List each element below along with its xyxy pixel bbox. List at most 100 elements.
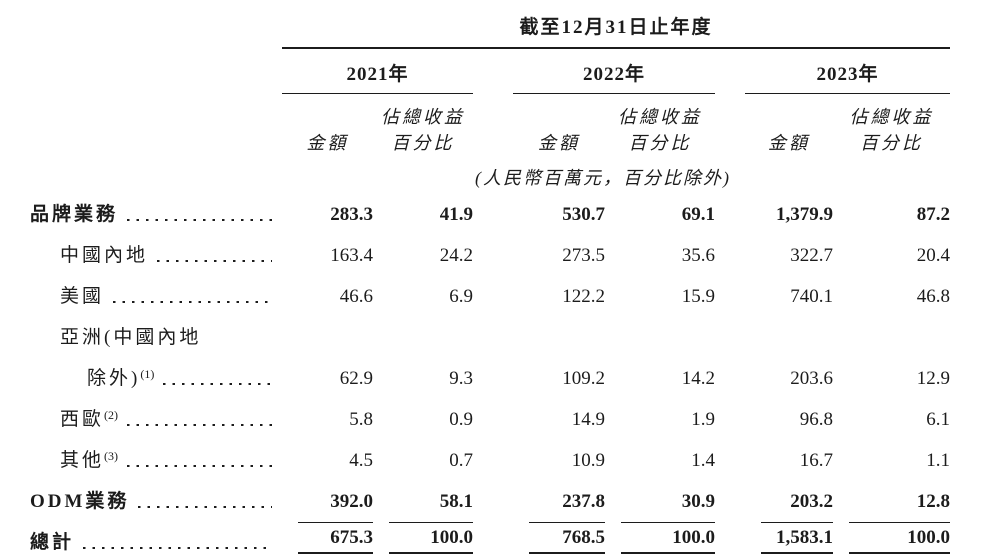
revenue-breakdown-table: 截至12月31日止年度 2021年 2022年 2023年 金額 佔總收益 百分… <box>30 12 951 554</box>
double-rule <box>298 552 373 554</box>
cell-amount-2023: 203.2 <box>790 491 833 513</box>
cell-pct-2021: 0.9 <box>449 409 473 431</box>
header-spanner-row: 截至12月31日止年度 <box>30 12 951 49</box>
cell-amount-2021: 4.5 <box>349 450 373 472</box>
row-label: 美國 <box>60 286 105 308</box>
cell-amount-2022: 273.5 <box>562 245 605 267</box>
double-rule <box>621 552 715 554</box>
cell-amount-2023: 1,583.1 <box>745 520 833 554</box>
cell-pct-2021: 58.1 <box>439 491 473 513</box>
col-header-pct-2023: 佔總收益 百分比 <box>849 107 934 154</box>
cell-pct-2022: 14.2 <box>681 368 715 390</box>
year-header-2023: 2023年 <box>745 48 951 94</box>
cell-pct-2022: 35.6 <box>681 245 715 267</box>
leader-dots <box>163 382 272 386</box>
table-row-others: 其他(3) 4.5 0.7 10.9 1.4 16.7 1.1 <box>30 438 950 479</box>
cell-pct-2023: 87.2 <box>916 204 951 226</box>
cell-pct-2021: 0.7 <box>449 450 473 472</box>
col-header-amount-2021: 金額 <box>306 133 349 154</box>
table-row-odm-business: ODM業務 392.0 58.1 237.8 30.9 203.2 12.8 <box>30 479 950 520</box>
footnote-ref-1: (1) <box>140 367 155 382</box>
table-row-western-europe: 西歐(2) 5.8 0.9 14.9 1.9 96.8 6.1 <box>30 397 950 438</box>
leader-dots <box>127 464 272 468</box>
cell-amount-2022: 109.2 <box>562 368 605 390</box>
cell-pct-2023: 1.1 <box>926 450 951 472</box>
table-row-usa: 美國 46.6 6.9 122.2 15.9 740.1 46.8 <box>30 274 950 315</box>
cell-amount-2021: 675.3 <box>282 520 373 554</box>
table-row-asia-line2: 除外)(1) 62.9 9.3 109.2 14.2 203.6 12.9 <box>30 356 950 397</box>
year-header-row: 2021年 2022年 2023年 <box>30 48 951 94</box>
footnote-ref-2: (2) <box>104 408 119 423</box>
double-rule <box>389 552 473 554</box>
table-row-mainland-china: 中國內地 163.4 24.2 273.5 35.6 322.7 20.4 <box>30 233 950 274</box>
row-label: 除外) <box>87 368 141 390</box>
cell-amount-2022: 14.9 <box>571 409 605 431</box>
table-row-brand-business: 品牌業務 283.3 41.9 530.7 69.1 1,379.9 87.2 <box>30 192 950 233</box>
year-header-2021: 2021年 <box>282 48 473 94</box>
year-header-2022: 2022年 <box>513 48 715 94</box>
cell-amount-2023: 203.6 <box>790 368 833 390</box>
cell-pct-2021: 9.3 <box>449 368 473 390</box>
table-row-total: 總計 675.3 100.0 768.5 100.0 1,583.1 100.0 <box>30 520 951 554</box>
cell-amount-2021: 62.9 <box>339 368 373 390</box>
cell-amount-2023: 16.7 <box>799 450 833 472</box>
double-rule <box>761 552 833 554</box>
leader-dots <box>113 300 272 304</box>
cell-amount-2021: 46.6 <box>339 286 373 308</box>
cell-amount-2023: 96.8 <box>799 409 833 431</box>
col-header-amount-2023: 金額 <box>768 133 810 154</box>
cell-amount-2022: 530.7 <box>562 204 605 226</box>
cell-pct-2022: 100.0 <box>605 520 715 554</box>
row-label: 品牌業務 <box>30 204 119 226</box>
leader-dots <box>127 218 272 222</box>
row-label: 西歐 <box>60 409 105 431</box>
cell-amount-2021: 392.0 <box>330 491 373 513</box>
row-label: ODM業務 <box>30 491 130 513</box>
unit-note-row: (人民幣百萬元，百分比除外) <box>30 160 950 192</box>
leader-dots <box>83 546 272 550</box>
cell-pct-2021: 41.9 <box>439 204 473 226</box>
cell-pct-2022: 15.9 <box>681 286 715 308</box>
cell-amount-2022: 10.9 <box>571 450 605 472</box>
row-label: 總計 <box>30 532 75 554</box>
cell-amount-2021: 283.3 <box>330 204 373 226</box>
table-row-asia-line1: 亞洲(中國內地 <box>30 315 950 356</box>
cell-pct-2021: 24.2 <box>439 245 473 267</box>
cell-pct-2023: 6.1 <box>926 409 951 431</box>
cell-pct-2023: 20.4 <box>916 245 951 267</box>
cell-amount-2022: 122.2 <box>562 286 605 308</box>
cell-amount-2023: 1,379.9 <box>776 204 833 226</box>
double-rule <box>849 552 951 554</box>
leader-dots <box>138 505 272 509</box>
row-label: 亞洲(中國內地 <box>60 327 202 349</box>
cell-amount-2022: 237.8 <box>562 491 605 513</box>
header-spanner: 截至12月31日止年度 <box>282 12 951 49</box>
unit-note: (人民幣百萬元，百分比除外) <box>475 168 731 189</box>
cell-amount-2021: 163.4 <box>330 245 373 267</box>
cell-pct-2021: 100.0 <box>373 520 473 554</box>
cell-pct-2023: 46.8 <box>916 286 951 308</box>
cell-pct-2023: 100.0 <box>833 520 951 554</box>
leader-dots <box>157 259 272 263</box>
col-header-amount-2022: 金額 <box>538 133 580 154</box>
cell-amount-2023: 740.1 <box>790 286 833 308</box>
column-header-row: 金額 佔總收益 百分比 金額 佔總收益 百分比 金額 佔總收益 百分比 <box>30 94 950 161</box>
leader-dots <box>127 423 272 427</box>
row-label: 其他 <box>60 450 105 472</box>
footnote-ref-3: (3) <box>104 449 119 464</box>
double-rule <box>529 552 605 554</box>
cell-amount-2021: 5.8 <box>349 409 373 431</box>
col-header-pct-2021: 佔總收益 百分比 <box>381 107 465 154</box>
cell-amount-2022: 768.5 <box>513 520 605 554</box>
cell-pct-2023: 12.8 <box>916 491 951 513</box>
cell-pct-2022: 30.9 <box>681 491 715 513</box>
cell-pct-2021: 6.9 <box>449 286 473 308</box>
cell-pct-2022: 1.9 <box>691 409 715 431</box>
cell-amount-2023: 322.7 <box>790 245 833 267</box>
row-label: 中國內地 <box>60 245 149 267</box>
cell-pct-2022: 1.4 <box>691 450 715 472</box>
cell-pct-2023: 12.9 <box>916 368 951 390</box>
col-header-pct-2022: 佔總收益 百分比 <box>618 107 702 154</box>
cell-pct-2022: 69.1 <box>681 204 715 226</box>
